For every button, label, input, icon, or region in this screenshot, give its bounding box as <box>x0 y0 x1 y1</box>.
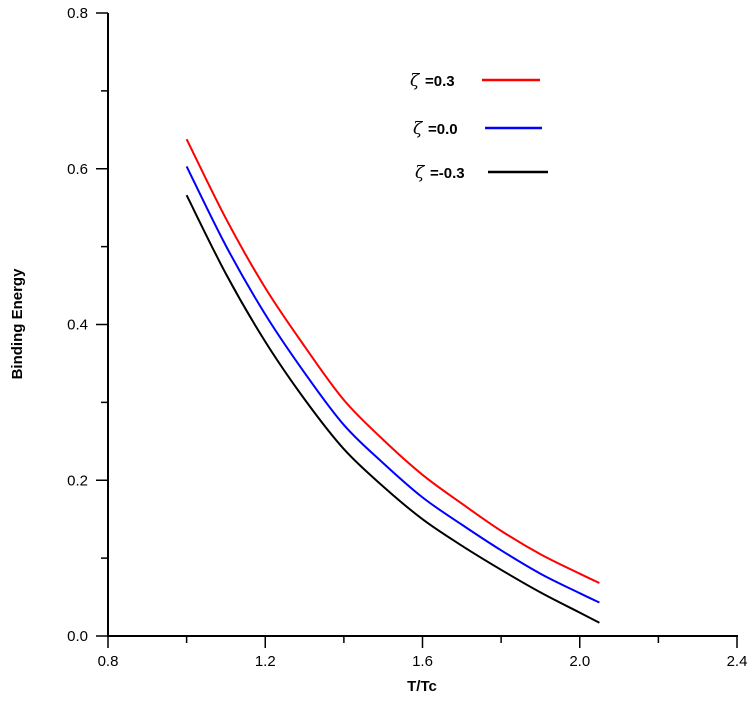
y-axis-title: Binding Energy <box>9 268 26 379</box>
tick-labels: 0.8 1.2 1.6 2.0 2.4 0.0 0.2 0.4 0.6 0.8 <box>67 5 747 670</box>
series-line-0 <box>185 138 600 584</box>
series-line-2 <box>185 194 600 624</box>
x-axis-title: T/Tc <box>407 678 437 695</box>
x-tick-label: 0.8 <box>98 653 119 670</box>
legend-item: ζ =-0.3 <box>415 163 548 183</box>
y-tick-label: 0.2 <box>67 472 88 489</box>
legend-label: =0.0 <box>428 121 458 138</box>
series-lines <box>185 138 600 624</box>
legend-label: =-0.3 <box>430 165 465 182</box>
zeta-symbol: ζ <box>413 119 424 139</box>
x-tick-label: 2.0 <box>569 653 590 670</box>
y-tick-label: 0.0 <box>67 628 88 645</box>
legend-item: ζ =0.0 <box>413 119 542 139</box>
legend-label: =0.3 <box>425 73 455 90</box>
legend-item: ζ =0.3 <box>410 71 540 91</box>
x-tick-label: 1.2 <box>255 653 276 670</box>
zeta-symbol: ζ <box>410 71 421 91</box>
zeta-symbol: ζ <box>415 163 426 183</box>
y-tick-label: 0.4 <box>67 317 88 334</box>
axis-ticks <box>96 12 738 648</box>
series-line-1 <box>185 165 600 604</box>
y-tick-label: 0.8 <box>67 5 88 22</box>
legend: ζ =0.3ζ =0.0ζ =-0.3 <box>410 71 548 183</box>
y-tick-label: 0.6 <box>67 161 88 178</box>
x-tick-label: 2.4 <box>727 653 748 670</box>
x-tick-label: 1.6 <box>412 653 433 670</box>
